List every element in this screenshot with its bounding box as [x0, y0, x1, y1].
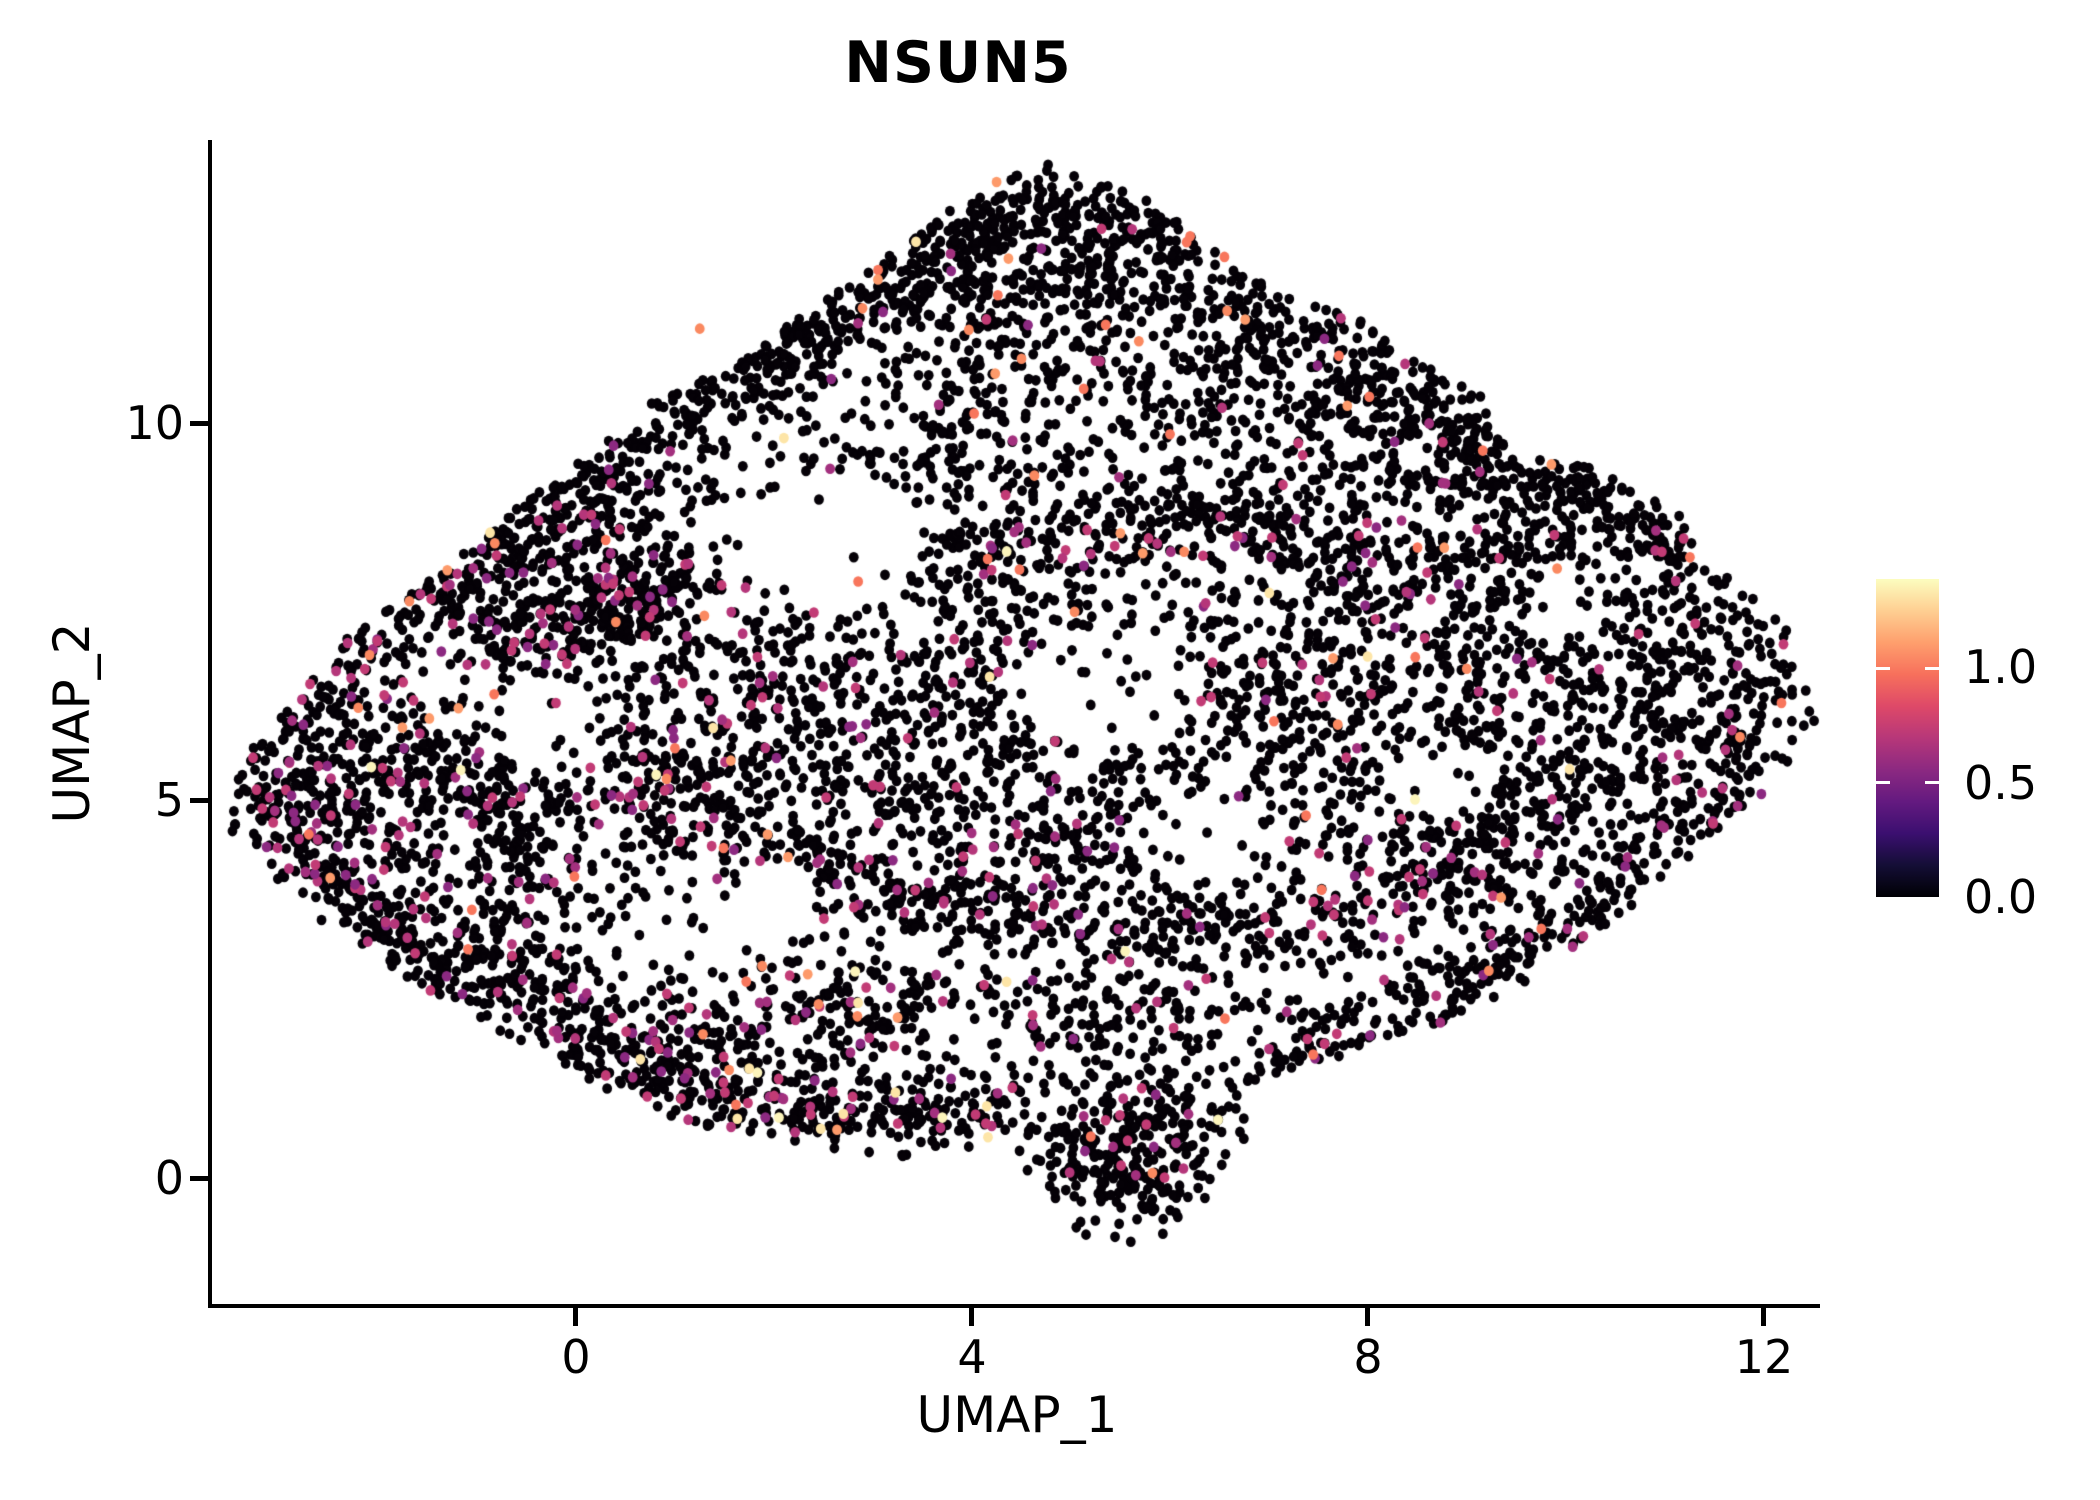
- y-tick-label: 10: [125, 396, 184, 450]
- y-tick-mark: [190, 421, 208, 426]
- x-tick-label: 0: [561, 1330, 591, 1384]
- plot-title: NSUN5: [844, 30, 1072, 96]
- x-axis-title: UMAP_1: [916, 1386, 1118, 1444]
- y-tick-mark: [190, 1176, 208, 1181]
- colorbar-tick-label: 0.5: [1964, 756, 2038, 810]
- y-axis-line: [208, 140, 212, 1308]
- x-tick-mark: [969, 1308, 974, 1326]
- y-tick-label: 0: [154, 1151, 184, 1205]
- colorbar-gradient: [1876, 579, 1939, 897]
- colorbar-tick-mark: [1925, 667, 1939, 670]
- colorbar-tick-label: 1.0: [1964, 640, 2038, 694]
- x-tick-label: 8: [1353, 1330, 1383, 1384]
- x-tick-mark: [1365, 1308, 1370, 1326]
- x-axis-line: [208, 1304, 1820, 1308]
- x-tick-mark: [573, 1308, 578, 1326]
- colorbar: [1876, 579, 1939, 897]
- y-axis-title: UMAP_2: [43, 622, 101, 824]
- colorbar-tick-mark: [1876, 667, 1890, 670]
- y-tick-label: 5: [154, 773, 184, 827]
- colorbar-tick-mark: [1876, 781, 1890, 784]
- colorbar-tick-mark: [1925, 781, 1939, 784]
- x-tick-label: 4: [957, 1330, 987, 1384]
- x-tick-label: 12: [1734, 1330, 1794, 1384]
- y-tick-mark: [190, 798, 208, 803]
- x-tick-mark: [1761, 1308, 1766, 1326]
- colorbar-tick-label: 0.0: [1964, 870, 2038, 924]
